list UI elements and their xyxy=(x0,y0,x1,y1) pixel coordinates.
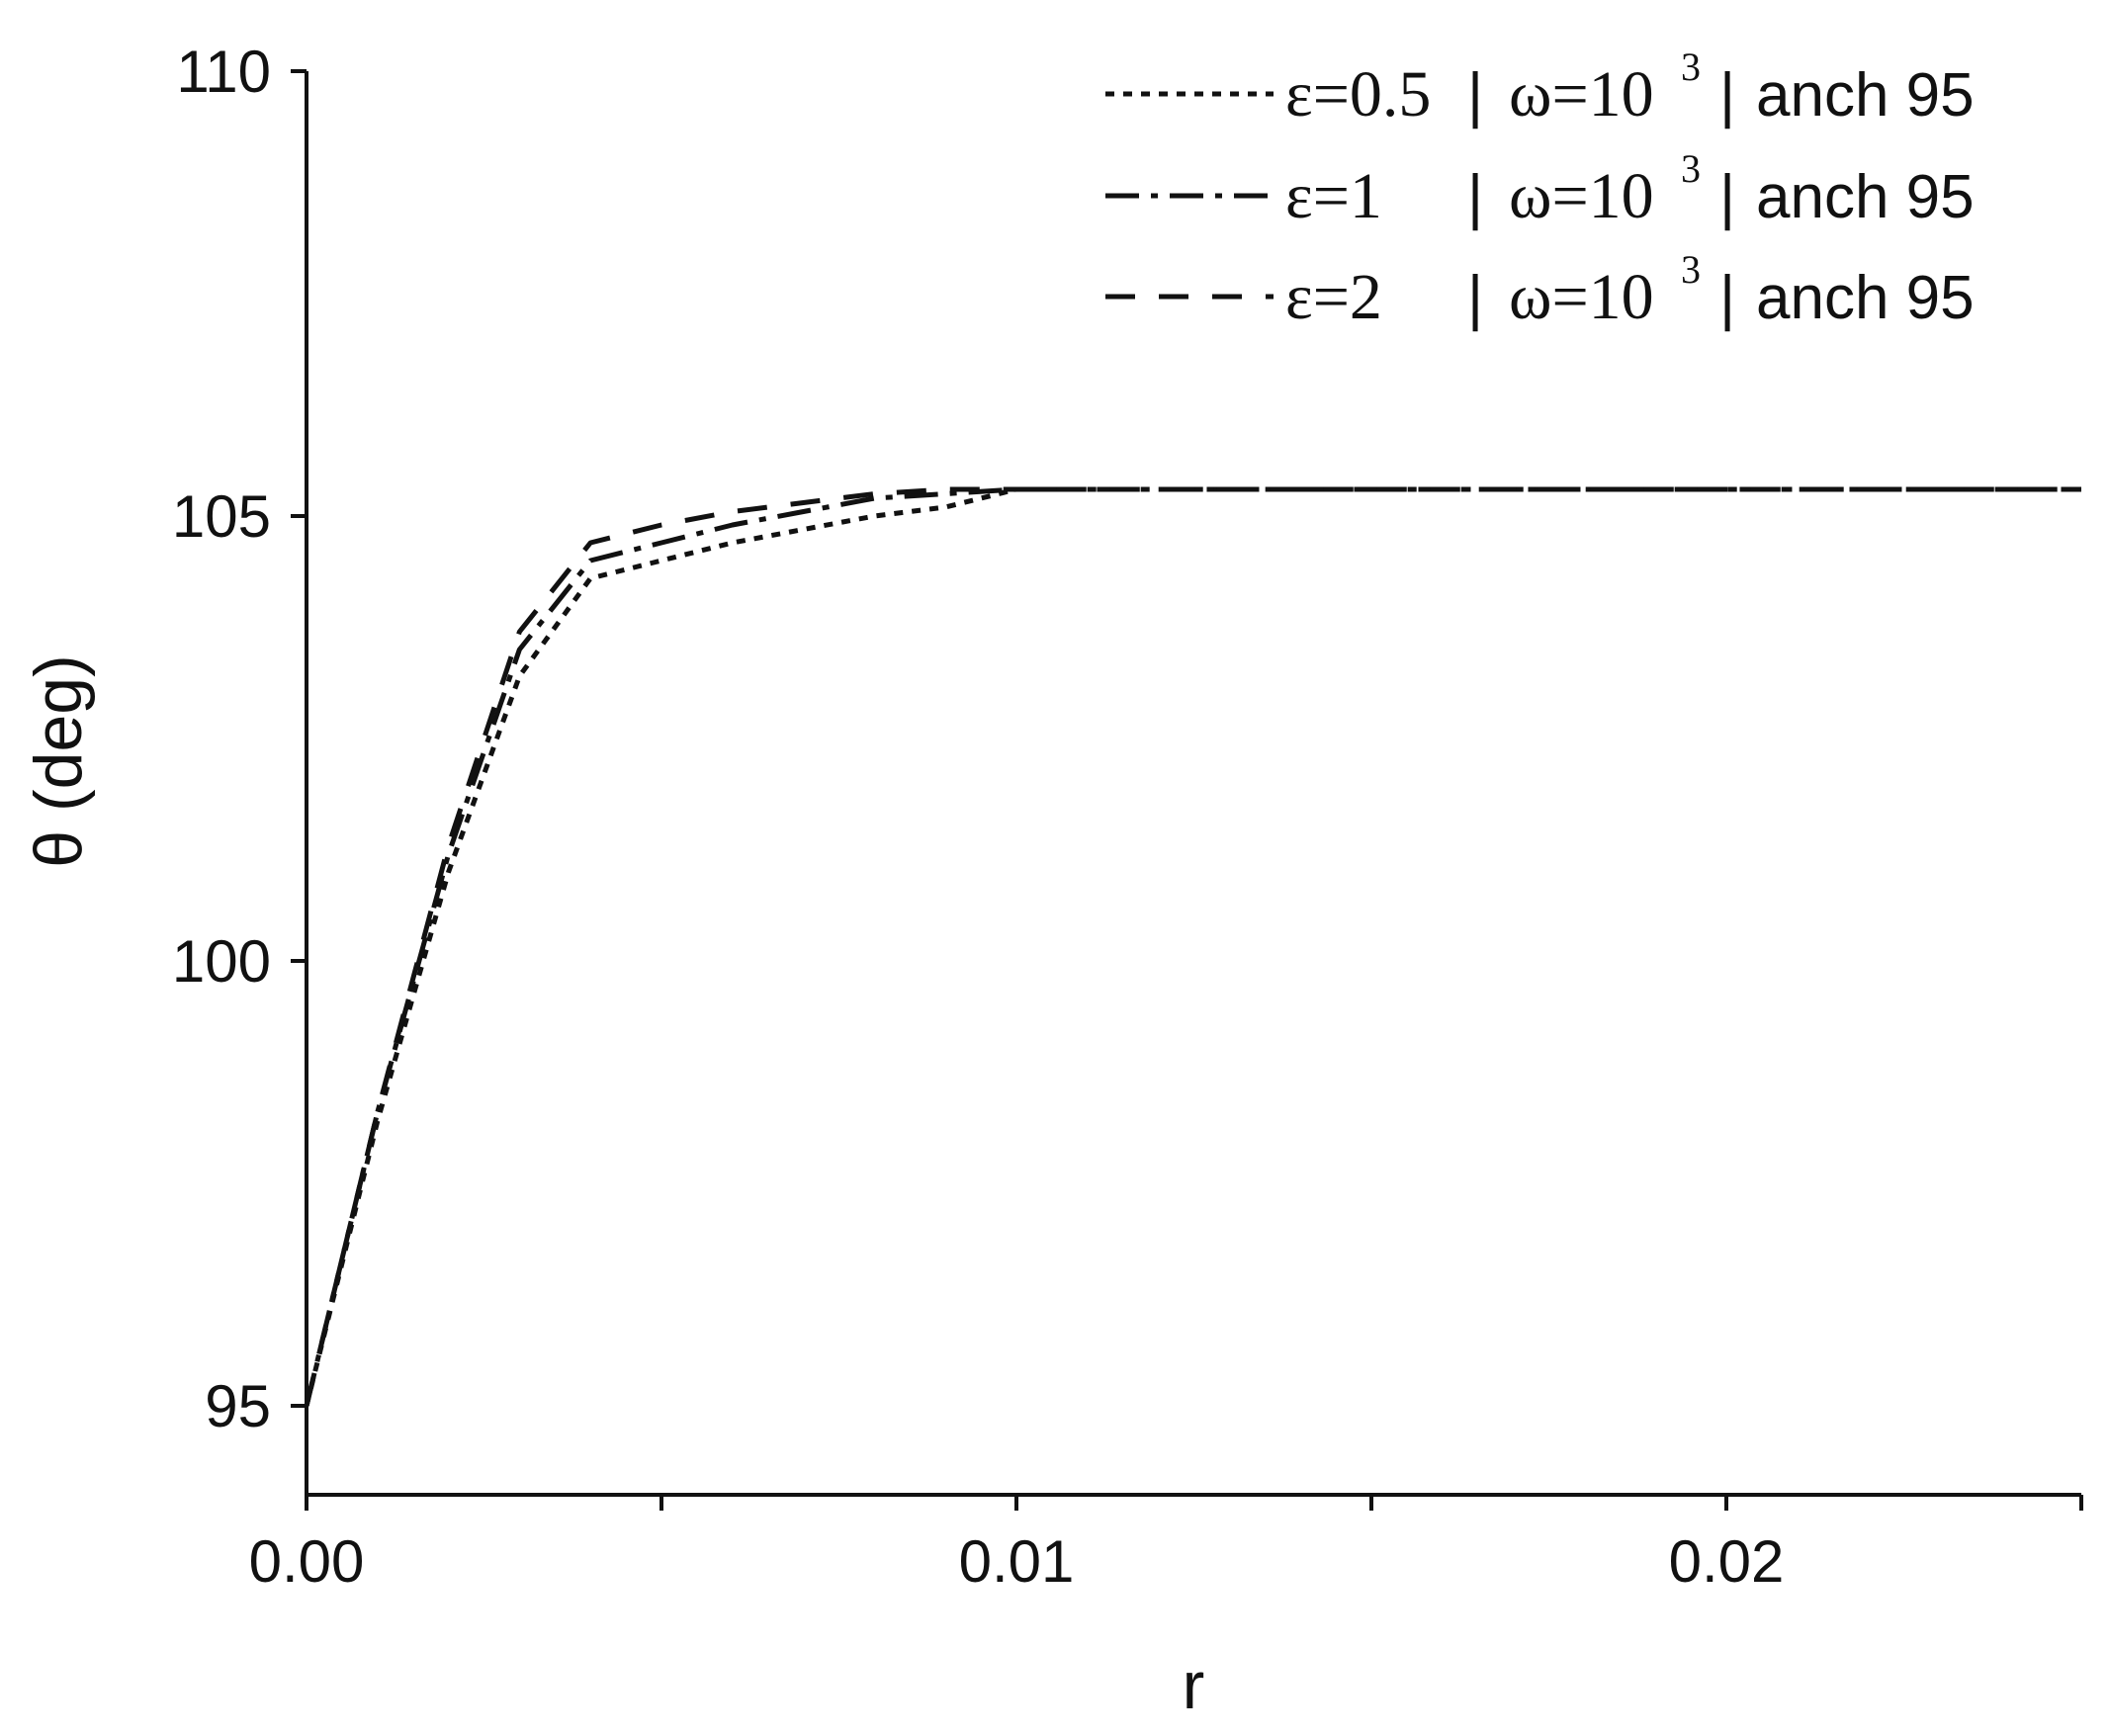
legend-separator-a-1: | xyxy=(1467,163,1483,231)
legend-separator-b-0: | xyxy=(1719,61,1735,130)
x-axis-title: r xyxy=(1183,1648,1205,1723)
legend-separator-b-2: | xyxy=(1719,264,1735,332)
legend-omega-0: ω=10 xyxy=(1509,58,1654,130)
y-axis-title: θ (deg) xyxy=(21,654,96,867)
ticks-layer: 0.00 0.01 0.02 95 100 105 110 xyxy=(172,39,2083,1595)
axes-layer xyxy=(305,71,2081,1497)
y-tick-label-0: 95 xyxy=(205,1373,271,1439)
x-tick-label-1: 0.01 xyxy=(959,1528,1075,1595)
legend-anch-0: anch 95 xyxy=(1756,61,1975,130)
legend-separator-a-0: | xyxy=(1467,61,1483,130)
y-tick-label-1: 100 xyxy=(172,928,271,995)
legend-epsilon-0: ε=0.5 xyxy=(1285,58,1431,130)
series-line-1 xyxy=(304,486,2081,1407)
series-layer xyxy=(304,486,2081,1407)
legend-exponent-1: 3 xyxy=(1681,146,1701,191)
legend: ε=0.5 | ω=10 3 | anch 95 ε=1 | ω=10 3 | anch 95 ε=2 |… xyxy=(1105,44,1975,333)
legend-exponent-0: 3 xyxy=(1681,44,1701,89)
legend-omega-2: ω=10 xyxy=(1509,261,1654,333)
x-tick-label-2: 0.02 xyxy=(1669,1528,1785,1595)
legend-anch-1: anch 95 xyxy=(1756,163,1975,231)
y-tick-label-3: 110 xyxy=(176,39,271,105)
legend-omega-1: ω=10 xyxy=(1509,160,1654,232)
series-line-0 xyxy=(304,486,2081,1407)
x-tick-label-0: 0.00 xyxy=(249,1528,365,1595)
legend-anch-2: anch 95 xyxy=(1756,264,1975,332)
legend-epsilon-2: ε=2 xyxy=(1285,261,1382,333)
legend-exponent-2: 3 xyxy=(1681,247,1701,292)
legend-epsilon-1: ε=1 xyxy=(1285,160,1382,232)
legend-separator-b-1: | xyxy=(1719,163,1735,231)
legend-separator-a-2: | xyxy=(1467,264,1483,332)
y-tick-label-2: 105 xyxy=(172,483,271,550)
series-line-2 xyxy=(304,486,2081,1407)
